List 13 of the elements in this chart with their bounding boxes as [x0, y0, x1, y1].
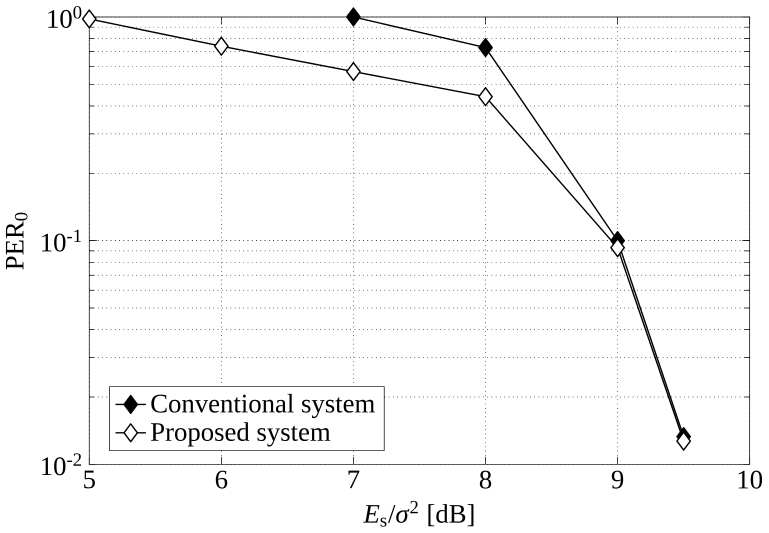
x-tick-label: 8	[480, 470, 492, 489]
x-axis-title: E$_{s}$/σ$^{2}$ [dB]	[363, 501, 474, 527]
legend-label: Proposed system	[150, 422, 330, 447]
y-axis-title: PER$_{0}$	[6, 212, 28, 270]
y-tick-label: 10$^{-2}$	[42, 454, 82, 476]
x-tick-label: 6	[216, 470, 228, 489]
legend-label: Conventional system	[151, 394, 375, 418]
x-tick-label: 5	[84, 470, 95, 489]
x-tick-label: 7	[348, 470, 360, 488]
x-tick-label: 9	[612, 470, 624, 489]
y-tick-label: 10$^{-1}$	[42, 230, 81, 252]
x-tick-label: 10	[738, 470, 762, 489]
y-tick-label: 10$^{0}$	[48, 6, 82, 28]
